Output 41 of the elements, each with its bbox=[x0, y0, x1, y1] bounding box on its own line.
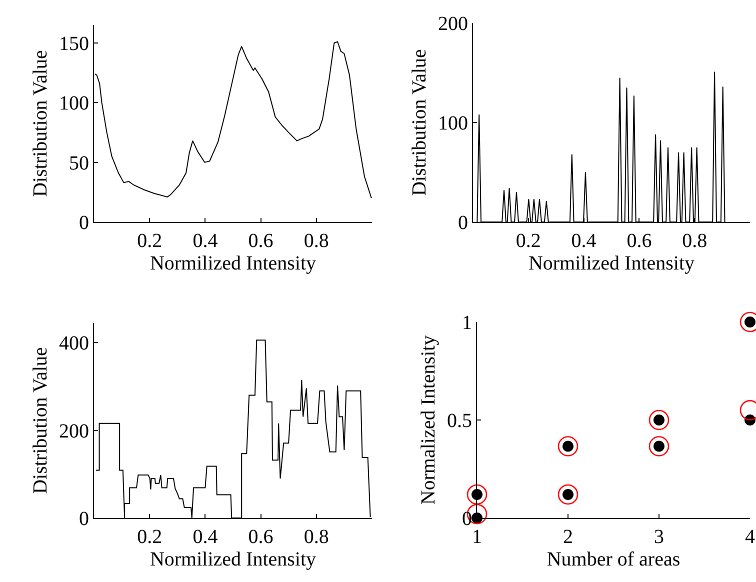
x-axis-title: Normilized Intensity bbox=[150, 548, 316, 570]
y-tick-label: 0 bbox=[462, 508, 472, 530]
x-tick-label: 0.6 bbox=[248, 230, 274, 252]
x-tick-label: 0.8 bbox=[304, 526, 329, 548]
x-tick-label: 0.6 bbox=[248, 526, 274, 548]
x-tick-label: 0.2 bbox=[137, 230, 162, 252]
point bbox=[558, 484, 578, 505]
x-axis-title: Number of areas bbox=[546, 548, 680, 570]
y-tick-label: 0 bbox=[458, 212, 468, 234]
x-tick-label: 0.8 bbox=[304, 230, 329, 252]
y-axis-title: Normalized Intensity bbox=[418, 335, 440, 505]
x-tick-label: 2 bbox=[563, 526, 573, 548]
x-tick-label: 4 bbox=[745, 526, 755, 548]
point bbox=[558, 436, 578, 456]
x-tick-label: 0.4 bbox=[192, 230, 218, 252]
x-tick-label: 0.2 bbox=[137, 526, 162, 548]
y-tick-label: 0.5 bbox=[447, 410, 472, 432]
y-tick-label: 50 bbox=[69, 152, 89, 174]
y-tick-label: 1 bbox=[462, 312, 472, 334]
y-tick-label: 150 bbox=[59, 32, 89, 55]
y-tick-label: 0 bbox=[79, 508, 89, 530]
x-axis-title: Normilized Intensity bbox=[528, 252, 695, 274]
y-axis-title: Distribution Value bbox=[408, 48, 430, 196]
point bbox=[648, 410, 670, 430]
x-tick-label: 3 bbox=[654, 526, 664, 548]
y-tick-label: 200 bbox=[438, 13, 468, 35]
x-tick-label: 0.4 bbox=[192, 526, 218, 548]
x-tick-label: 0.2 bbox=[516, 230, 541, 252]
y-tick-label: 100 bbox=[59, 92, 89, 115]
x-axis-title: Normilized Intensity bbox=[150, 252, 316, 274]
y-tick-label: 200 bbox=[59, 420, 89, 442]
y-tick-label: 0 bbox=[79, 212, 89, 234]
point bbox=[648, 436, 670, 456]
y-axis-title: Distribution Value bbox=[30, 50, 52, 197]
x-tick-label: 0.6 bbox=[626, 230, 652, 252]
point bbox=[466, 484, 488, 505]
y-axis-title: Distribution Value bbox=[30, 346, 52, 494]
y-tick-label: 400 bbox=[59, 332, 89, 355]
x-tick-label: 0.8 bbox=[682, 230, 708, 252]
x-tick-label: 0.4 bbox=[571, 230, 596, 252]
y-tick-label: 100 bbox=[438, 112, 468, 134]
